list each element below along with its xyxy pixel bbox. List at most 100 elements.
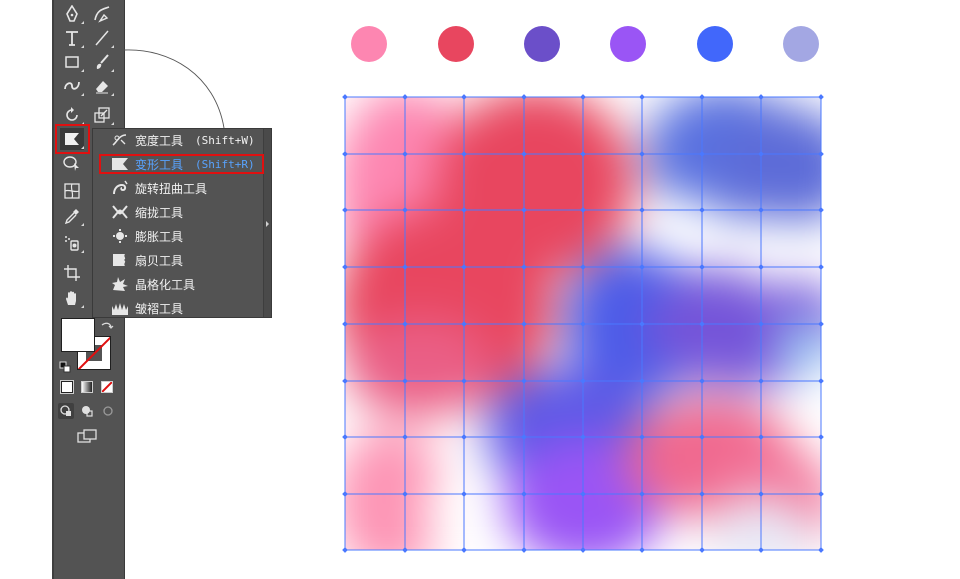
- mesh-anchor-point[interactable]: [639, 547, 645, 553]
- mesh-anchor-point[interactable]: [818, 264, 824, 270]
- mesh-anchor-point[interactable]: [758, 321, 764, 327]
- line-segment-tool-button[interactable]: [90, 27, 114, 49]
- symbol-sprayer-tool-button[interactable]: [60, 232, 84, 254]
- color-mode-button[interactable]: [60, 380, 74, 394]
- swap-fill-stroke-button[interactable]: [100, 318, 114, 330]
- flyout-item-bloat-tool[interactable]: 膨胀工具: [93, 225, 265, 247]
- mesh-anchor-point[interactable]: [758, 151, 764, 157]
- mesh-anchor-point[interactable]: [580, 264, 586, 270]
- free-transform-tool-button[interactable]: [60, 152, 84, 174]
- mesh-anchor-point[interactable]: [461, 264, 467, 270]
- mesh-anchor-point[interactable]: [521, 264, 527, 270]
- flyout-item-scallop-tool[interactable]: 扇贝工具: [93, 249, 265, 271]
- mesh-anchor-point[interactable]: [521, 94, 527, 100]
- rectangle-tool-button[interactable]: [60, 51, 84, 73]
- flyout-item-width-tool[interactable]: 宽度工具 (Shift+W): [93, 129, 265, 151]
- mesh-anchor-point[interactable]: [580, 94, 586, 100]
- mesh-anchor-point[interactable]: [639, 264, 645, 270]
- shaper-tool-button[interactable]: [60, 75, 84, 97]
- eraser-tool-button[interactable]: [90, 75, 114, 97]
- eyedropper-tool-button[interactable]: [60, 205, 84, 227]
- mesh-anchor-point[interactable]: [521, 151, 527, 157]
- mesh-anchor-point[interactable]: [461, 94, 467, 100]
- mesh-anchor-point[interactable]: [699, 491, 705, 497]
- mesh-anchor-point[interactable]: [461, 547, 467, 553]
- mesh-anchor-point[interactable]: [580, 547, 586, 553]
- paintbrush-tool-button[interactable]: [90, 51, 114, 73]
- mesh-anchor-point[interactable]: [521, 207, 527, 213]
- mesh-anchor-point[interactable]: [639, 491, 645, 497]
- mesh-anchor-point[interactable]: [818, 151, 824, 157]
- mesh-anchor-point[interactable]: [818, 321, 824, 327]
- mesh-anchor-point[interactable]: [402, 378, 408, 384]
- mesh-anchor-point[interactable]: [818, 94, 824, 100]
- scale-tool-button[interactable]: [90, 104, 114, 126]
- mesh-anchor-point[interactable]: [342, 434, 348, 440]
- warp-tool-button[interactable]: [60, 128, 84, 150]
- mesh-anchor-point[interactable]: [639, 434, 645, 440]
- artboard-tool-button[interactable]: [60, 262, 84, 284]
- mesh-anchor-point[interactable]: [758, 378, 764, 384]
- draw-behind-button[interactable]: [79, 403, 95, 419]
- draw-normal-button[interactable]: [58, 403, 74, 419]
- mesh-anchor-point[interactable]: [342, 378, 348, 384]
- mesh-anchor-point[interactable]: [580, 207, 586, 213]
- mesh-anchor-point[interactable]: [580, 491, 586, 497]
- mesh-anchor-point[interactable]: [758, 94, 764, 100]
- rotate-tool-button[interactable]: [60, 104, 84, 126]
- mesh-anchor-point[interactable]: [758, 264, 764, 270]
- mesh-anchor-point[interactable]: [402, 94, 408, 100]
- mesh-anchor-point[interactable]: [639, 378, 645, 384]
- mesh-tool-button[interactable]: [60, 180, 84, 202]
- mesh-anchor-point[interactable]: [461, 151, 467, 157]
- mesh-anchor-point[interactable]: [342, 151, 348, 157]
- flyout-expand-tab[interactable]: [263, 129, 271, 317]
- flyout-item-crystallize-tool[interactable]: 晶格化工具: [93, 273, 265, 295]
- mesh-anchor-point[interactable]: [699, 434, 705, 440]
- mesh-anchor-point[interactable]: [461, 378, 467, 384]
- mesh-anchor-point[interactable]: [461, 207, 467, 213]
- default-colors-button[interactable]: [59, 358, 71, 373]
- mesh-anchor-point[interactable]: [699, 151, 705, 157]
- type-tool-button[interactable]: [60, 27, 84, 49]
- mesh-anchor-point[interactable]: [758, 434, 764, 440]
- hand-tool-button[interactable]: [60, 287, 84, 309]
- mesh-anchor-point[interactable]: [580, 378, 586, 384]
- mesh-anchor-point[interactable]: [639, 321, 645, 327]
- mesh-anchor-point[interactable]: [521, 491, 527, 497]
- fill-swatch[interactable]: [61, 318, 95, 352]
- mesh-anchor-point[interactable]: [342, 547, 348, 553]
- mesh-anchor-point[interactable]: [342, 491, 348, 497]
- gradient-mode-button[interactable]: [81, 381, 93, 393]
- mesh-anchor-point[interactable]: [699, 321, 705, 327]
- mesh-anchor-point[interactable]: [818, 434, 824, 440]
- mesh-anchor-point[interactable]: [699, 547, 705, 553]
- mesh-anchor-point[interactable]: [699, 378, 705, 384]
- flyout-item-wrinkle-tool[interactable]: 皱褶工具: [93, 297, 265, 319]
- mesh-anchor-point[interactable]: [402, 491, 408, 497]
- mesh-anchor-point[interactable]: [758, 547, 764, 553]
- mesh-anchor-point[interactable]: [818, 378, 824, 384]
- mesh-anchor-point[interactable]: [402, 264, 408, 270]
- mesh-anchor-point[interactable]: [639, 207, 645, 213]
- screen-mode-button[interactable]: [76, 428, 100, 446]
- mesh-anchor-point[interactable]: [461, 491, 467, 497]
- mesh-anchor-point[interactable]: [580, 151, 586, 157]
- mesh-anchor-point[interactable]: [521, 378, 527, 384]
- mesh-anchor-point[interactable]: [402, 547, 408, 553]
- mesh-anchor-point[interactable]: [402, 151, 408, 157]
- mesh-anchor-point[interactable]: [699, 94, 705, 100]
- mesh-anchor-point[interactable]: [818, 547, 824, 553]
- mesh-anchor-point[interactable]: [461, 321, 467, 327]
- mesh-grid-overlay[interactable]: [340, 92, 826, 555]
- mesh-anchor-point[interactable]: [818, 207, 824, 213]
- none-mode-button[interactable]: [101, 381, 113, 393]
- curvature-tool-button[interactable]: [90, 3, 114, 25]
- mesh-anchor-point[interactable]: [639, 151, 645, 157]
- mesh-anchor-point[interactable]: [758, 207, 764, 213]
- mesh-anchor-point[interactable]: [521, 321, 527, 327]
- mesh-anchor-point[interactable]: [639, 94, 645, 100]
- mesh-anchor-point[interactable]: [342, 207, 348, 213]
- draw-inside-button[interactable]: [100, 403, 116, 419]
- mesh-anchor-point[interactable]: [342, 264, 348, 270]
